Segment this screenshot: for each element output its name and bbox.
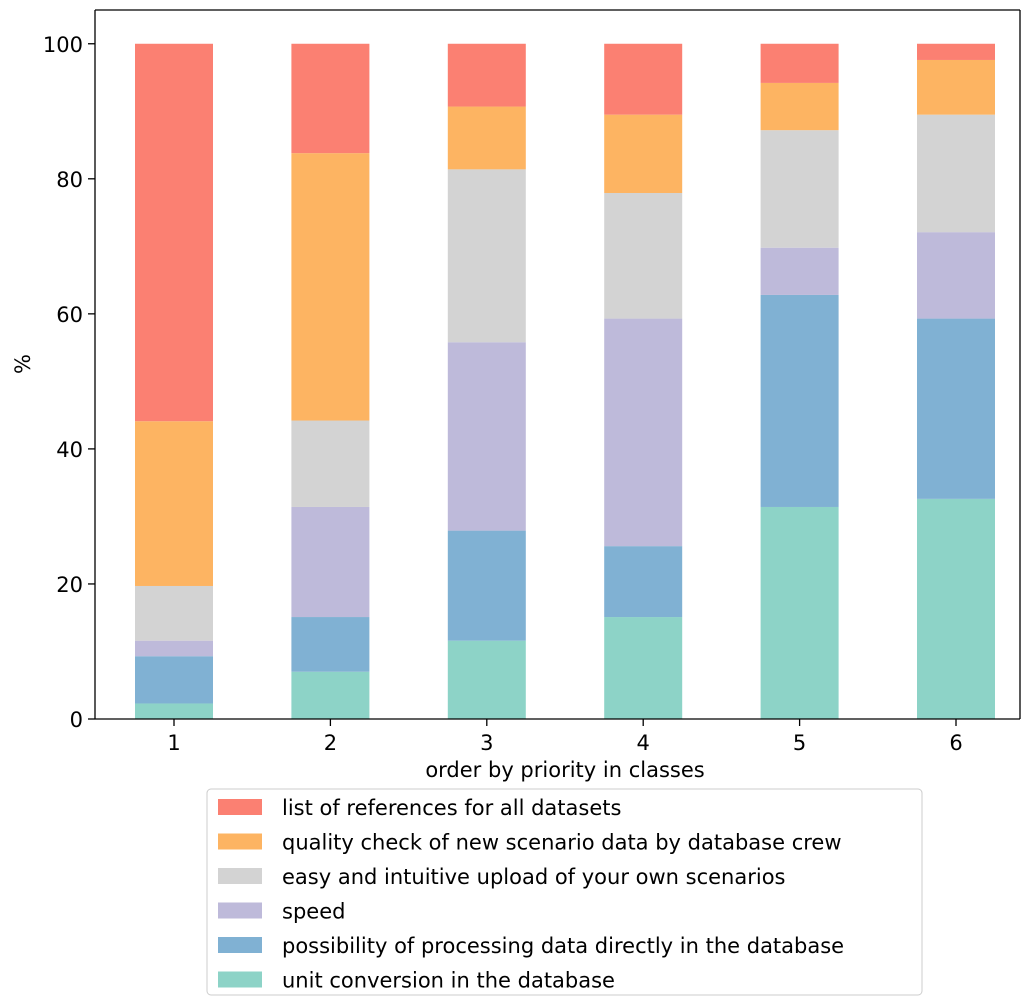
bar-segment-cat1-series4 bbox=[135, 585, 213, 641]
bar-segment-cat6-series4 bbox=[917, 114, 995, 233]
bar-segment-cat5-series2 bbox=[760, 294, 839, 507]
legend-swatch bbox=[218, 868, 262, 884]
x-tick-label: 3 bbox=[480, 731, 493, 755]
bar-segment-cat3-series1 bbox=[447, 640, 526, 719]
ticks-layer: 0 20 40 60 80 100 1 2 3 4 5 6 bbox=[43, 33, 963, 755]
x-tick-label: 6 bbox=[949, 731, 962, 755]
bar-segment-cat1-series5 bbox=[135, 421, 213, 586]
x-tick-label: 1 bbox=[167, 731, 180, 755]
bar-segment-cat4-series5 bbox=[604, 114, 683, 193]
bar-segment-cat5-series6 bbox=[760, 43, 839, 83]
x-tick-label: 4 bbox=[637, 731, 650, 755]
legend-label: list of references for all datasets bbox=[282, 796, 621, 820]
bar-segment-cat2-series4 bbox=[291, 420, 370, 507]
bar-segment-cat5-series4 bbox=[760, 130, 839, 248]
bar-segment-cat6-series5 bbox=[917, 59, 995, 115]
y-tick-label: 40 bbox=[56, 438, 83, 462]
bar-segment-cat2-series2 bbox=[291, 617, 370, 672]
bar-segment-cat4-series6 bbox=[604, 43, 683, 115]
y-tick-label: 100 bbox=[43, 33, 83, 57]
bar-segment-cat3-series2 bbox=[447, 530, 526, 641]
bar-segment-cat3-series6 bbox=[447, 43, 526, 107]
bar-segment-cat2-series6 bbox=[291, 43, 370, 154]
bar-segment-cat2-series3 bbox=[291, 506, 370, 618]
bar-segment-cat6-series6 bbox=[917, 43, 995, 60]
bar-segment-cat1-series3 bbox=[135, 640, 213, 657]
legend-label: easy and intuitive upload of your own sc… bbox=[282, 865, 786, 889]
y-tick-label: 0 bbox=[70, 708, 83, 732]
legend-swatch bbox=[218, 833, 262, 850]
bars-layer bbox=[135, 43, 995, 719]
bar-segment-cat4-series4 bbox=[604, 192, 683, 319]
legend-label: quality check of new scenario data by da… bbox=[282, 831, 842, 855]
y-tick-label: 80 bbox=[56, 168, 83, 192]
bar-segment-cat2-series1 bbox=[291, 671, 370, 719]
legend-swatch bbox=[218, 902, 262, 919]
bar-segment-cat5-series5 bbox=[760, 82, 839, 131]
legend-label: speed bbox=[282, 900, 345, 924]
y-tick-label: 20 bbox=[56, 573, 83, 597]
bar-segment-cat6-series2 bbox=[917, 318, 995, 499]
bar-segment-cat1-series6 bbox=[135, 43, 213, 422]
bar-segment-cat3-series5 bbox=[447, 106, 526, 170]
x-tick-label: 5 bbox=[793, 731, 806, 755]
bar-segment-cat4-series3 bbox=[604, 318, 683, 547]
bar-segment-cat4-series2 bbox=[604, 546, 683, 618]
x-axis-label: order by priority in classes bbox=[425, 758, 704, 782]
legend: list of references for all datasets quali… bbox=[206, 788, 923, 996]
legend-swatch bbox=[218, 799, 262, 815]
bar-segment-cat5-series1 bbox=[760, 506, 839, 719]
y-tick-label: 60 bbox=[56, 303, 83, 327]
bar-segment-cat6-series1 bbox=[917, 498, 995, 719]
bar-segment-cat1-series2 bbox=[135, 656, 213, 704]
x-tick-label: 2 bbox=[324, 731, 337, 755]
bar-segment-cat3-series4 bbox=[447, 169, 526, 343]
bar-segment-cat2-series5 bbox=[291, 153, 370, 421]
bar-segment-cat4-series1 bbox=[604, 617, 683, 719]
legend-frame bbox=[206, 788, 923, 996]
legend-swatch bbox=[218, 971, 262, 988]
legend-label: unit conversion in the database bbox=[282, 969, 615, 993]
bar-segment-cat6-series3 bbox=[917, 232, 995, 319]
bar-segment-cat3-series3 bbox=[447, 342, 526, 531]
bar-segment-cat5-series3 bbox=[760, 247, 839, 295]
axes-layer bbox=[94, 9, 1021, 720]
legend-swatch bbox=[218, 937, 262, 953]
legend-label: possibility of processing data directly … bbox=[282, 934, 844, 958]
bar-segment-cat1-series1 bbox=[135, 703, 213, 719]
y-axis-label: % bbox=[11, 354, 35, 374]
